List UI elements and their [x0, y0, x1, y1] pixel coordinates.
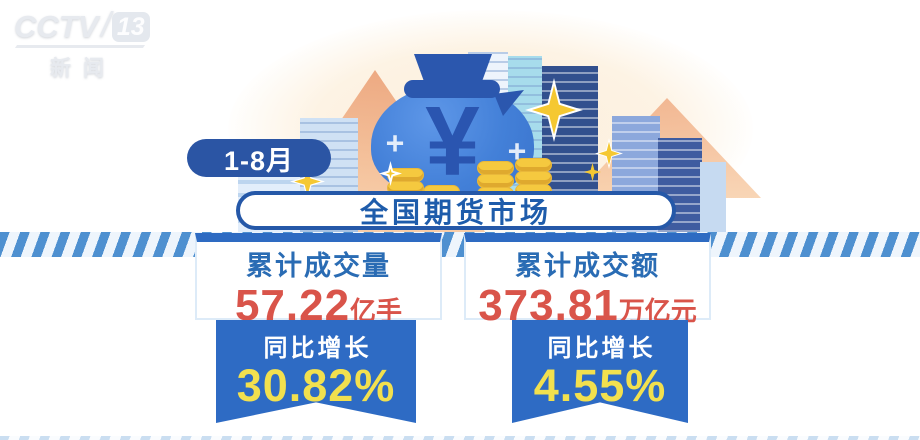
- growth-value: 4.55%: [533, 360, 667, 411]
- yuan-icon: ¥: [425, 85, 480, 196]
- cctv-logo-row: CCTV / 13: [14, 8, 150, 42]
- money-bag-flap: [414, 54, 492, 84]
- growth-label: 同比增长: [263, 335, 372, 362]
- sparkle-icon: [525, 78, 583, 142]
- growth-ribbon-turnover: 同比增长 4.55%: [512, 320, 688, 423]
- stripe-band: [0, 232, 920, 257]
- stat-label: 累计成交量: [246, 251, 391, 281]
- sparkle-icon: [379, 161, 402, 186]
- stat-unit: 亿手: [350, 296, 403, 326]
- sparkle-fill: [584, 163, 601, 181]
- market-title-pill: 全国期货市场: [236, 191, 676, 230]
- sparkle-icon: [584, 163, 601, 181]
- coin-icon: [477, 174, 514, 188]
- sparkle-fill: [531, 85, 577, 135]
- stat-card-volume: 累计成交量 57.22亿手: [195, 233, 442, 328]
- sparkle-icon: [595, 138, 623, 169]
- sparkle-fill: [385, 168, 396, 179]
- growth-value: 30.82%: [236, 360, 396, 411]
- logo-slash: /: [101, 6, 111, 44]
- sparkle-fill: [598, 141, 620, 166]
- logo-underline: [14, 45, 146, 48]
- stat-label: 累计成交额: [515, 251, 660, 281]
- logo-subtitle: 新闻: [50, 57, 116, 80]
- plus-mark-icon: +: [508, 134, 527, 169]
- money-bag-knot: [404, 80, 500, 98]
- stat-card-turnover: 累计成交额 373.81万亿元: [464, 233, 711, 328]
- stat-unit: 万亿元: [618, 296, 697, 326]
- growth-ribbon-volume: 同比增长 30.82%: [216, 320, 416, 423]
- growth-label: 同比增长: [547, 335, 656, 362]
- bottom-stripe-band: [0, 436, 920, 440]
- building-icon: [700, 162, 726, 232]
- logo-brand: CCTV: [14, 9, 99, 44]
- plus-mark-icon: +: [386, 126, 405, 161]
- logo-channel-number: 13: [111, 12, 150, 42]
- period-badge: 1-8月: [187, 139, 331, 177]
- cctv-logo: CCTV / 13 新闻: [14, 8, 150, 82]
- coin-icon: [515, 171, 552, 185]
